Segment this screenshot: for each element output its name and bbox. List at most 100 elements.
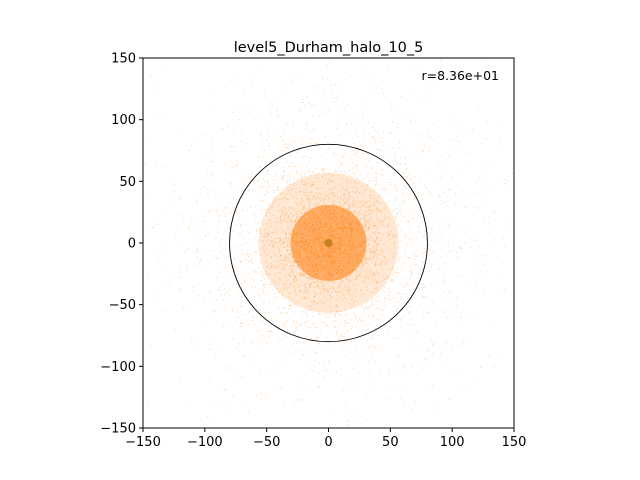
particle-point [321, 241, 323, 243]
particle-point [350, 223, 352, 225]
particle-point [294, 288, 296, 290]
particle-point [380, 231, 382, 233]
particle-point [315, 253, 317, 255]
particle-point [412, 133, 414, 135]
particle-point [368, 206, 370, 208]
particle-point [550, 205, 551, 206]
particle-point [354, 151, 356, 153]
particle-point [356, 222, 358, 224]
particle-point [295, 280, 297, 282]
particle-point [316, 217, 318, 219]
particle-point [340, 228, 342, 230]
particle-point [337, 218, 339, 220]
particle-point [331, 211, 333, 213]
particle-point [303, 257, 305, 259]
particle-point [314, 282, 316, 284]
particle-point [304, 218, 306, 220]
particle-point [240, 141, 242, 143]
particle-point [307, 259, 309, 261]
particle-point [376, 295, 378, 297]
particle-point [208, 381, 210, 383]
particle-point [378, 264, 380, 266]
particle-point [327, 266, 329, 268]
particle-point [347, 205, 349, 207]
particle-point [398, 260, 400, 262]
particle-point [294, 276, 296, 278]
particle-point [355, 211, 357, 213]
particle-point [342, 299, 344, 301]
particle-point [360, 260, 362, 262]
particle-point [331, 261, 333, 263]
particle-point [309, 230, 311, 232]
particle-point [300, 253, 302, 255]
particle-point [302, 179, 304, 181]
particle-point [292, 271, 294, 273]
particle-point [347, 235, 349, 237]
particle-point [302, 143, 304, 145]
particle-point [309, 284, 311, 286]
particle-point [278, 267, 280, 269]
particle-point [427, 248, 429, 250]
particle-point [302, 140, 304, 142]
particle-point [327, 230, 329, 232]
particle-point [390, 279, 392, 281]
particle-point [304, 222, 306, 224]
particle-point [295, 293, 297, 295]
particle-point [362, 241, 364, 243]
particle-point [333, 247, 335, 249]
particle-point [370, 251, 372, 253]
particle-point [299, 290, 301, 292]
particle-point [279, 271, 281, 273]
particle-point [292, 229, 294, 231]
particle-point [333, 202, 335, 204]
particle-point [284, 237, 286, 239]
particle-point [369, 227, 371, 229]
particle-point [328, 256, 330, 258]
particle-point [331, 228, 333, 230]
particle-point [375, 233, 377, 235]
particle-point [272, 244, 274, 246]
particle-point [360, 203, 362, 205]
particle-point [397, 337, 399, 339]
particle-point [350, 211, 352, 213]
particle-point [333, 192, 335, 194]
particle-point [317, 250, 319, 252]
particle-point [281, 221, 283, 223]
particle-point [371, 305, 373, 307]
particle-point [295, 221, 297, 223]
particle-point [313, 213, 315, 215]
particle-point [268, 371, 270, 373]
particle-point [189, 223, 191, 225]
particle-point [320, 265, 322, 267]
particle-point [333, 251, 335, 253]
particle-point [313, 302, 315, 304]
particle-point [319, 250, 321, 252]
particle-point [376, 256, 378, 258]
particle-point [348, 243, 350, 245]
particle-point [303, 243, 305, 245]
particle-point [337, 244, 339, 246]
particle-point [346, 240, 348, 242]
particle-point [240, 248, 242, 250]
particle-point [282, 177, 284, 179]
particle-point [286, 279, 288, 281]
particle-point [306, 290, 308, 292]
particle-point [279, 154, 281, 156]
particle-point [350, 228, 352, 230]
particle-point [321, 211, 323, 213]
particle-point [218, 216, 220, 218]
particle-point [329, 299, 331, 301]
particle-point [307, 249, 309, 251]
particle-point [337, 206, 339, 208]
particle-point [432, 251, 434, 253]
particle-point [299, 191, 301, 193]
particle-point [332, 237, 334, 239]
particle-point [329, 281, 331, 283]
particle-point [347, 282, 349, 284]
particle-point [324, 218, 326, 220]
particle-point [363, 309, 365, 311]
particle-point [303, 259, 305, 261]
particle-point [312, 323, 314, 325]
particle-point [312, 265, 314, 267]
particle-point [319, 233, 321, 235]
